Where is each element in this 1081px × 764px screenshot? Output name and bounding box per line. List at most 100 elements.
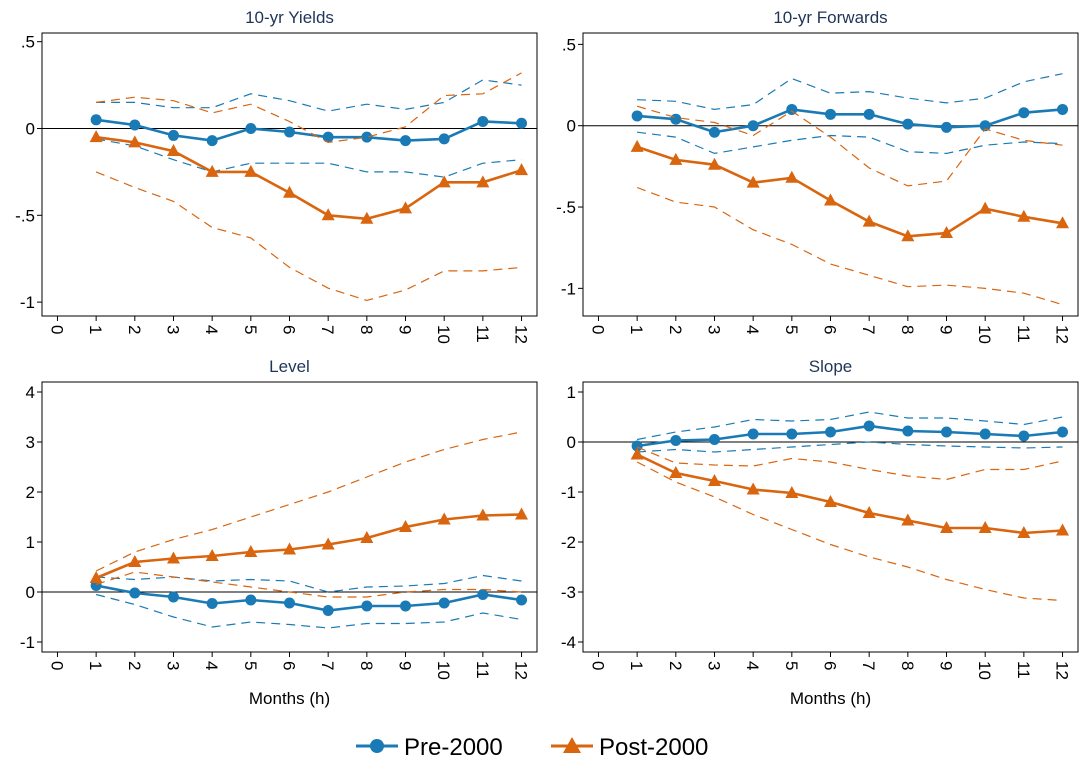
pre-2000-point: [1018, 430, 1030, 442]
post-2000-point: [940, 226, 954, 239]
x-tick-label: 7: [859, 325, 878, 334]
pre-2000-point: [400, 135, 412, 147]
x-tick-label: 1: [627, 661, 646, 670]
plot-frame: [41, 32, 538, 317]
post-2000-point: [824, 193, 837, 206]
x-tick-label: 9: [937, 325, 956, 334]
panel-10yr-forwards: 10-yr Forwards-1-.50.50 1 2 3 4 5 6 7 8 9 10 11 12: [556, 8, 1079, 344]
x-tick-label: 7: [318, 661, 337, 670]
pre-2000-point: [979, 428, 991, 440]
x-tick-label: 11: [1014, 325, 1033, 343]
post-2000-upper-band: [636, 446, 1063, 481]
pre-2000-line: [95, 584, 522, 612]
pre-2000-point: [361, 131, 373, 143]
x-tick-label: 10: [975, 661, 994, 680]
x-tick-label: 1: [86, 325, 105, 334]
post-2000-line: [95, 513, 522, 580]
post-2000-point: [89, 130, 103, 143]
pre-2000-point: [245, 122, 257, 134]
panel-10yr-yields: 10-yr Yields-1-.50.50 1 2 3 4 5 6 7 8 9 10 11 12: [15, 8, 538, 344]
y-tick-label: 4: [26, 383, 35, 402]
y-tick-label: 0: [567, 117, 576, 136]
post-2000-point: [901, 229, 915, 242]
post-2000-point: [360, 211, 374, 224]
post-2000-point: [89, 571, 103, 583]
x-tick-label: 10: [434, 325, 453, 344]
pre-2000-point: [284, 597, 295, 609]
pre-2000-point: [979, 120, 991, 132]
x-tick-label: 11: [1014, 661, 1033, 679]
post-2000-point: [283, 542, 296, 555]
post-2000-point: [669, 152, 683, 165]
x-tick-label: 10: [434, 661, 453, 680]
legend-pre-marker: [370, 739, 384, 753]
y-tick-label: 1: [567, 383, 576, 402]
x-tick-label: 8: [357, 325, 376, 334]
x-tick-label: 3: [704, 661, 723, 670]
panel-title: 10-yr Yields: [245, 8, 334, 27]
y-tick-label: -4: [561, 633, 576, 652]
pre-2000-point: [863, 420, 875, 432]
y-tick-label: 0: [567, 433, 576, 452]
y-tick-label: -1: [561, 279, 576, 298]
pre-2000-point: [167, 591, 179, 603]
x-tick-label: 2: [666, 325, 685, 334]
y-tick-label: -2: [561, 533, 576, 552]
pre-2000-point: [245, 594, 257, 606]
x-tick-label: 0: [588, 661, 607, 670]
pre-2000-point: [670, 435, 682, 446]
post-2000-point: [630, 139, 644, 152]
x-tick-label: 5: [241, 661, 260, 670]
post-2000-point: [399, 520, 413, 532]
y-tick-label: -1: [20, 293, 35, 312]
pre-2000-point: [516, 117, 528, 129]
post-2000-lower-band: [95, 571, 522, 598]
x-axis-title: Months (h): [249, 689, 330, 708]
panel-title: Level: [269, 357, 310, 376]
x-tick-label: 6: [821, 325, 840, 334]
x-tick-label: 0: [47, 661, 66, 670]
post-2000-point: [244, 545, 258, 557]
pre-2000-upper-band: [96, 79, 522, 112]
panel-title: Slope: [809, 357, 852, 376]
pre-2000-point: [708, 126, 720, 138]
legend: Pre-2000 Post-2000: [356, 734, 708, 761]
x-tick-label: 4: [202, 661, 221, 670]
pre-2000-point: [902, 118, 914, 130]
post-2000-point: [476, 175, 490, 188]
x-tick-label: 0: [588, 325, 607, 334]
x-tick-label: 11: [473, 325, 492, 343]
post-2000-point: [244, 164, 258, 177]
x-tick-label: 1: [86, 661, 105, 670]
legend-post-label: Post-2000: [599, 734, 708, 761]
post-2000-point: [785, 170, 799, 183]
pre-2000-point: [129, 119, 141, 131]
x-tick-label: 12: [1053, 325, 1072, 344]
x-tick-label: 7: [318, 325, 337, 334]
pre-2000-line: [95, 118, 522, 142]
x-tick-label: 3: [704, 325, 723, 334]
y-tick-label: 2: [26, 483, 35, 502]
pre-2000-point: [1018, 107, 1030, 119]
post-2000-point: [166, 144, 180, 157]
pre-2000-lower-band: [637, 131, 1063, 155]
pre-2000-point: [400, 600, 412, 612]
x-tick-label: 4: [202, 325, 221, 334]
x-tick-label: 8: [898, 325, 917, 334]
post-2000-point: [283, 185, 296, 198]
post-2000-point: [1056, 523, 1070, 536]
legend-post-marker: [563, 737, 581, 753]
post-2000-lower-band: [95, 171, 522, 302]
pre-2000-point: [631, 110, 643, 122]
pre-2000-point: [747, 428, 759, 440]
post-2000-point: [128, 135, 142, 148]
pre-2000-upper-band: [636, 411, 1063, 441]
pre-2000-point: [1057, 103, 1069, 115]
pre-2000-point: [825, 426, 836, 438]
x-tick-label: 5: [241, 325, 260, 334]
x-tick-label: 3: [163, 325, 182, 334]
post-2000-point: [437, 512, 451, 525]
post-2000-point: [824, 495, 837, 507]
post-2000-line: [636, 453, 1063, 535]
